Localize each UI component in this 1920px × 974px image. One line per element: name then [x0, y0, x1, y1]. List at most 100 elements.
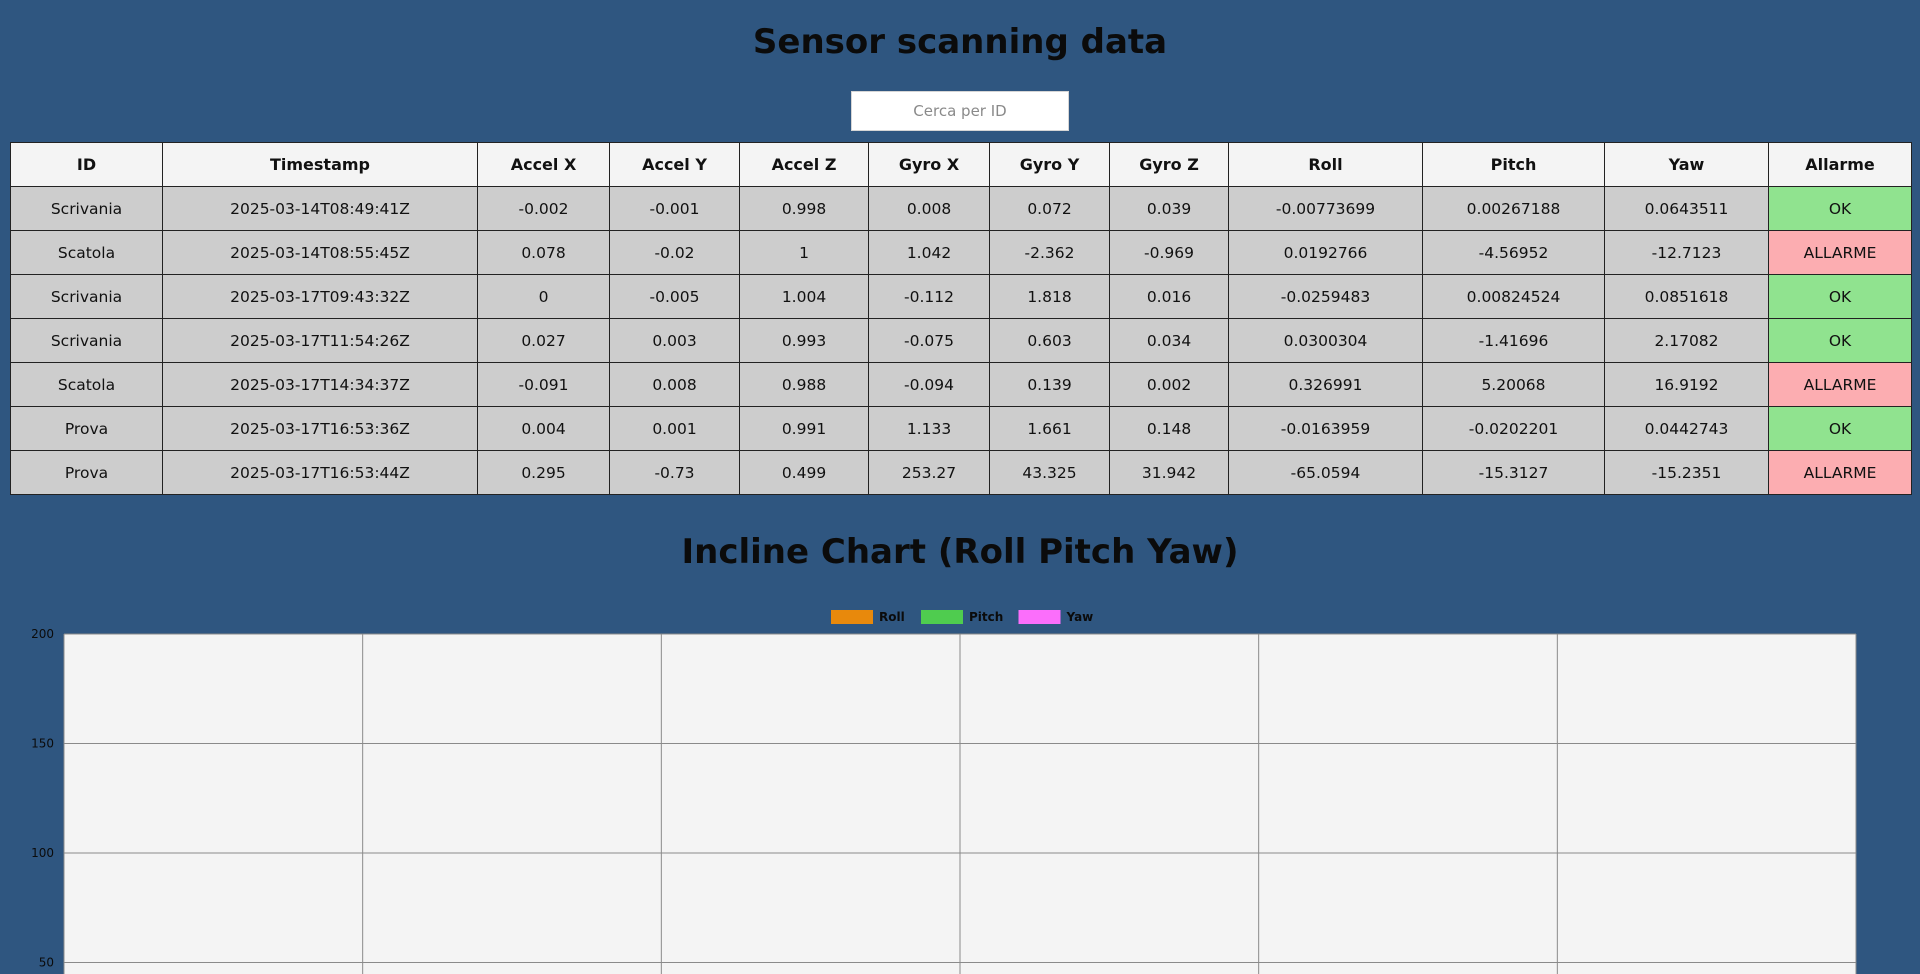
cell-id: Scatola — [10, 362, 163, 407]
cell-roll: 0.326991 — [1228, 362, 1423, 407]
col-header-yaw: Yaw — [1604, 142, 1769, 187]
cell-roll: 0.0192766 — [1228, 230, 1423, 275]
table-row: Scrivania 2025-03-14T08:49:41Z -0.002 -0… — [10, 186, 1912, 231]
cell-accel-z: 0.499 — [739, 450, 869, 495]
cell-timestamp: 2025-03-14T08:49:41Z — [162, 186, 478, 231]
cell-accel-x: 0.027 — [477, 318, 610, 363]
table-row: Scatola 2025-03-17T14:34:37Z -0.091 0.00… — [10, 362, 1912, 407]
cell-accel-z: 1.004 — [739, 274, 869, 319]
cell-accel-x: 0.295 — [477, 450, 610, 495]
cell-accel-y: -0.02 — [609, 230, 740, 275]
cell-id: Scrivania — [10, 186, 163, 231]
cell-accel-x: 0.004 — [477, 406, 610, 451]
cell-gyro-z: -0.969 — [1109, 230, 1229, 275]
cell-accel-y: -0.001 — [609, 186, 740, 231]
table-row: Scrivania 2025-03-17T11:54:26Z 0.027 0.0… — [10, 318, 1912, 363]
cell-roll: -0.00773699 — [1228, 186, 1423, 231]
cell-gyro-x: -0.094 — [868, 362, 990, 407]
cell-id: Prova — [10, 450, 163, 495]
cell-accel-y: 0.008 — [609, 362, 740, 407]
cell-pitch: -0.0202201 — [1422, 406, 1605, 451]
incline-chart: Roll Pitch Yaw 200 150 100 50 — [31, 610, 1857, 974]
chart-legend: Roll Pitch Yaw — [831, 610, 1093, 624]
cell-timestamp: 2025-03-17T16:53:36Z — [162, 406, 478, 451]
y-tick-label: 50 — [39, 956, 54, 970]
search-box — [851, 91, 1069, 131]
cell-yaw: -12.7123 — [1604, 230, 1769, 275]
col-header-gyro-x: Gyro X — [868, 142, 990, 187]
legend-swatch-yaw — [1018, 610, 1061, 624]
table-row: Scatola 2025-03-14T08:55:45Z 0.078 -0.02… — [10, 230, 1912, 275]
y-tick-label: 200 — [31, 627, 54, 641]
cell-accel-z: 0.991 — [739, 406, 869, 451]
cell-accel-y: 0.001 — [609, 406, 740, 451]
cell-accel-z: 0.988 — [739, 362, 869, 407]
cell-pitch: 0.00267188 — [1422, 186, 1605, 231]
table-row: Prova 2025-03-17T16:53:36Z 0.004 0.001 0… — [10, 406, 1912, 451]
table-row: Prova 2025-03-17T16:53:44Z 0.295 -0.73 0… — [10, 450, 1912, 495]
col-header-timestamp: Timestamp — [162, 142, 478, 187]
cell-accel-x: -0.091 — [477, 362, 610, 407]
cell-accel-y: -0.73 — [609, 450, 740, 495]
cell-allarme-status: ALLARME — [1768, 230, 1912, 275]
cell-allarme-status: ALLARME — [1768, 362, 1912, 407]
cell-pitch: -15.3127 — [1422, 450, 1605, 495]
cell-accel-z: 1 — [739, 230, 869, 275]
cell-roll: -0.0259483 — [1228, 274, 1423, 319]
y-tick-label: 100 — [31, 846, 54, 860]
cell-timestamp: 2025-03-17T16:53:44Z — [162, 450, 478, 495]
cell-accel-z: 0.998 — [739, 186, 869, 231]
col-header-id: ID — [10, 142, 163, 187]
cell-yaw: -15.2351 — [1604, 450, 1769, 495]
cell-gyro-z: 0.034 — [1109, 318, 1229, 363]
cell-accel-y: -0.005 — [609, 274, 740, 319]
cell-yaw: 0.0442743 — [1604, 406, 1769, 451]
cell-gyro-x: -0.075 — [868, 318, 990, 363]
cell-id: Scatola — [10, 230, 163, 275]
cell-gyro-y: 43.325 — [989, 450, 1110, 495]
col-header-gyro-z: Gyro Z — [1109, 142, 1229, 187]
cell-id: Scrivania — [10, 274, 163, 319]
cell-allarme-status: OK — [1768, 186, 1912, 231]
cell-accel-x: 0 — [477, 274, 610, 319]
cell-gyro-x: 1.133 — [868, 406, 990, 451]
y-axis-ticks: 200 150 100 50 — [31, 627, 54, 970]
col-header-roll: Roll — [1228, 142, 1423, 187]
legend-label-pitch: Pitch — [969, 610, 1003, 624]
chart-grid — [63, 633, 1857, 974]
cell-yaw: 0.0643511 — [1604, 186, 1769, 231]
cell-pitch: -1.41696 — [1422, 318, 1605, 363]
cell-allarme-status: OK — [1768, 406, 1912, 451]
cell-gyro-z: 0.039 — [1109, 186, 1229, 231]
cell-timestamp: 2025-03-17T09:43:32Z — [162, 274, 478, 319]
cell-gyro-z: 0.002 — [1109, 362, 1229, 407]
cell-gyro-y: -2.362 — [989, 230, 1110, 275]
cell-accel-x: -0.002 — [477, 186, 610, 231]
cell-gyro-x: 253.27 — [868, 450, 990, 495]
search-input[interactable] — [851, 91, 1069, 131]
col-header-pitch: Pitch — [1422, 142, 1605, 187]
page-title: Sensor scanning data — [752, 22, 1168, 62]
chart-title: Incline Chart (Roll Pitch Yaw) — [681, 532, 1239, 572]
cell-id: Scrivania — [10, 318, 163, 363]
table-row: Scrivania 2025-03-17T09:43:32Z 0 -0.005 … — [10, 274, 1912, 319]
cell-yaw: 0.0851618 — [1604, 274, 1769, 319]
cell-yaw: 16.9192 — [1604, 362, 1769, 407]
cell-gyro-x: 0.008 — [868, 186, 990, 231]
legend-label-roll: Roll — [879, 610, 905, 624]
cell-yaw: 2.17082 — [1604, 318, 1769, 363]
cell-accel-y: 0.003 — [609, 318, 740, 363]
sensor-data-table: ID Timestamp Accel X Accel Y Accel Z Gyr… — [10, 142, 1912, 495]
col-header-accel-z: Accel Z — [739, 142, 869, 187]
cell-roll: -65.0594 — [1228, 450, 1423, 495]
legend-swatch-pitch — [921, 610, 963, 624]
cell-allarme-status: ALLARME — [1768, 450, 1912, 495]
cell-accel-z: 0.993 — [739, 318, 869, 363]
cell-gyro-z: 0.148 — [1109, 406, 1229, 451]
cell-pitch: -4.56952 — [1422, 230, 1605, 275]
cell-gyro-y: 0.139 — [989, 362, 1110, 407]
table-header-row: ID Timestamp Accel X Accel Y Accel Z Gyr… — [10, 142, 1912, 187]
cell-id: Prova — [10, 406, 163, 451]
cell-timestamp: 2025-03-17T14:34:37Z — [162, 362, 478, 407]
col-header-allarme: Allarme — [1768, 142, 1912, 187]
